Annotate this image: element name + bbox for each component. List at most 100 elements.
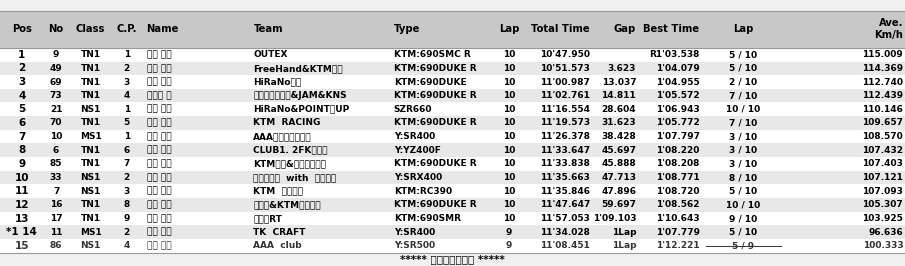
Text: かみなりかぞく&JAM&KNS: かみなりかぞく&JAM&KNS — [253, 91, 347, 100]
Text: 11'08.451: 11'08.451 — [540, 241, 590, 250]
Text: 33: 33 — [50, 173, 62, 182]
Text: 107.093: 107.093 — [862, 187, 903, 196]
Text: 3: 3 — [124, 187, 129, 196]
Text: 4: 4 — [123, 241, 130, 250]
Text: 長谷川 茂: 長谷川 茂 — [147, 91, 171, 100]
Bar — [0, 225, 905, 239]
Text: 5: 5 — [124, 118, 129, 127]
Text: KTM:690DUKE: KTM:690DUKE — [394, 77, 466, 86]
Text: 11'33.838: 11'33.838 — [540, 159, 590, 168]
Text: 10: 10 — [503, 50, 515, 59]
Text: 5 / 10: 5 / 10 — [729, 187, 757, 196]
Bar — [0, 239, 905, 253]
Text: 38.428: 38.428 — [602, 132, 636, 141]
Text: 1'08.771: 1'08.771 — [656, 173, 700, 182]
Text: KTM  川崎中央: KTM 川崎中央 — [253, 187, 303, 196]
Text: 11'02.761: 11'02.761 — [540, 91, 590, 100]
Text: 9: 9 — [506, 228, 512, 237]
Text: 112.439: 112.439 — [862, 91, 903, 100]
Text: CLUB1. 2FK大平組: CLUB1. 2FK大平組 — [253, 146, 328, 155]
Text: 1'06.943: 1'06.943 — [656, 105, 700, 114]
Text: 6: 6 — [124, 146, 129, 155]
Text: Class: Class — [76, 24, 105, 34]
Text: 10: 10 — [503, 214, 515, 223]
Text: ビーフリー  with  イワケン: ビーフリー with イワケン — [253, 173, 337, 182]
Text: 6: 6 — [18, 118, 25, 128]
Text: *1 14: *1 14 — [6, 227, 37, 237]
Text: 5 / 10: 5 / 10 — [729, 64, 757, 73]
Text: KTM:690DUKE R: KTM:690DUKE R — [394, 91, 476, 100]
Text: Gap: Gap — [614, 24, 636, 34]
Text: Pos: Pos — [12, 24, 32, 34]
Text: 11'34.028: 11'34.028 — [540, 228, 590, 237]
Text: AAA  club: AAA club — [253, 241, 302, 250]
Text: KTM:690DUKE R: KTM:690DUKE R — [394, 200, 476, 209]
Text: 5 / 9: 5 / 9 — [732, 241, 755, 250]
Text: 11'57.053: 11'57.053 — [540, 214, 590, 223]
Text: 10: 10 — [50, 132, 62, 141]
Text: 4: 4 — [18, 91, 25, 101]
Text: C.P.: C.P. — [117, 24, 137, 34]
Bar — [0, 184, 905, 198]
Text: TN1: TN1 — [81, 159, 100, 168]
Text: ***** 以上チェッカー *****: ***** 以上チェッカー ***** — [400, 254, 505, 264]
Text: 59.697: 59.697 — [601, 200, 636, 209]
Text: 13.037: 13.037 — [602, 77, 636, 86]
Text: 2 / 10: 2 / 10 — [729, 77, 757, 86]
Text: 45.697: 45.697 — [601, 146, 636, 155]
Text: 6: 6 — [53, 146, 59, 155]
Text: R1'03.538: R1'03.538 — [649, 50, 700, 59]
Text: 10: 10 — [503, 118, 515, 127]
Text: 7: 7 — [52, 187, 60, 196]
Text: 11'16.554: 11'16.554 — [540, 105, 590, 114]
Text: 10: 10 — [503, 146, 515, 155]
Text: 10: 10 — [503, 105, 515, 114]
Text: 108.570: 108.570 — [862, 132, 903, 141]
Text: Type: Type — [394, 24, 420, 34]
Text: TN1: TN1 — [81, 214, 100, 223]
Text: TN1: TN1 — [81, 118, 100, 127]
Text: Y:SR400: Y:SR400 — [394, 132, 435, 141]
Text: 10'47.950: 10'47.950 — [540, 50, 590, 59]
Text: 7 / 10: 7 / 10 — [729, 91, 757, 100]
Text: 2: 2 — [124, 173, 129, 182]
Bar — [0, 89, 905, 102]
Text: 7 / 10: 7 / 10 — [729, 118, 757, 127]
Text: Y:YZ400F: Y:YZ400F — [394, 146, 441, 155]
Text: 1'09.103: 1'09.103 — [593, 214, 636, 223]
Text: 10 / 10: 10 / 10 — [727, 105, 760, 114]
Text: 31.623: 31.623 — [602, 118, 636, 127]
Bar — [0, 116, 905, 130]
Text: 1: 1 — [124, 50, 129, 59]
Text: 11'35.846: 11'35.846 — [540, 187, 590, 196]
Text: Y:SRX400: Y:SRX400 — [394, 173, 442, 182]
Text: 10: 10 — [503, 159, 515, 168]
Text: 10'51.573: 10'51.573 — [540, 64, 590, 73]
Text: 70: 70 — [50, 118, 62, 127]
Text: Team: Team — [253, 24, 283, 34]
Text: 1: 1 — [124, 132, 129, 141]
Text: KTM:690DUKE R: KTM:690DUKE R — [394, 118, 476, 127]
Text: MS1: MS1 — [80, 228, 101, 237]
Text: 2: 2 — [124, 64, 129, 73]
Text: 1'04.079: 1'04.079 — [656, 64, 700, 73]
Text: OUTEX: OUTEX — [253, 50, 288, 59]
Text: 10: 10 — [503, 173, 515, 182]
Text: 澤田 真也: 澤田 真也 — [147, 200, 171, 209]
Text: 薄井 徹也: 薄井 徹也 — [147, 132, 171, 141]
Text: Y:SR400: Y:SR400 — [394, 228, 435, 237]
Text: 1Lap: 1Lap — [612, 241, 636, 250]
Text: TN1: TN1 — [81, 200, 100, 209]
Text: 佐藤 雅之: 佐藤 雅之 — [147, 214, 171, 223]
Text: 15: 15 — [14, 241, 29, 251]
Text: Km/h: Km/h — [874, 30, 903, 40]
Text: 9: 9 — [123, 214, 130, 223]
Text: KTM:690SMR: KTM:690SMR — [394, 214, 461, 223]
Text: つくばRT: つくばRT — [253, 214, 282, 223]
Text: 岩元 健一: 岩元 健一 — [147, 173, 171, 182]
Bar — [0, 157, 905, 171]
Text: 1'10.643: 1'10.643 — [656, 214, 700, 223]
Text: KTM:690DUKE R: KTM:690DUKE R — [394, 64, 476, 73]
Text: FreeHand&KTM中野: FreeHand&KTM中野 — [253, 64, 343, 73]
Text: 9: 9 — [52, 50, 60, 59]
